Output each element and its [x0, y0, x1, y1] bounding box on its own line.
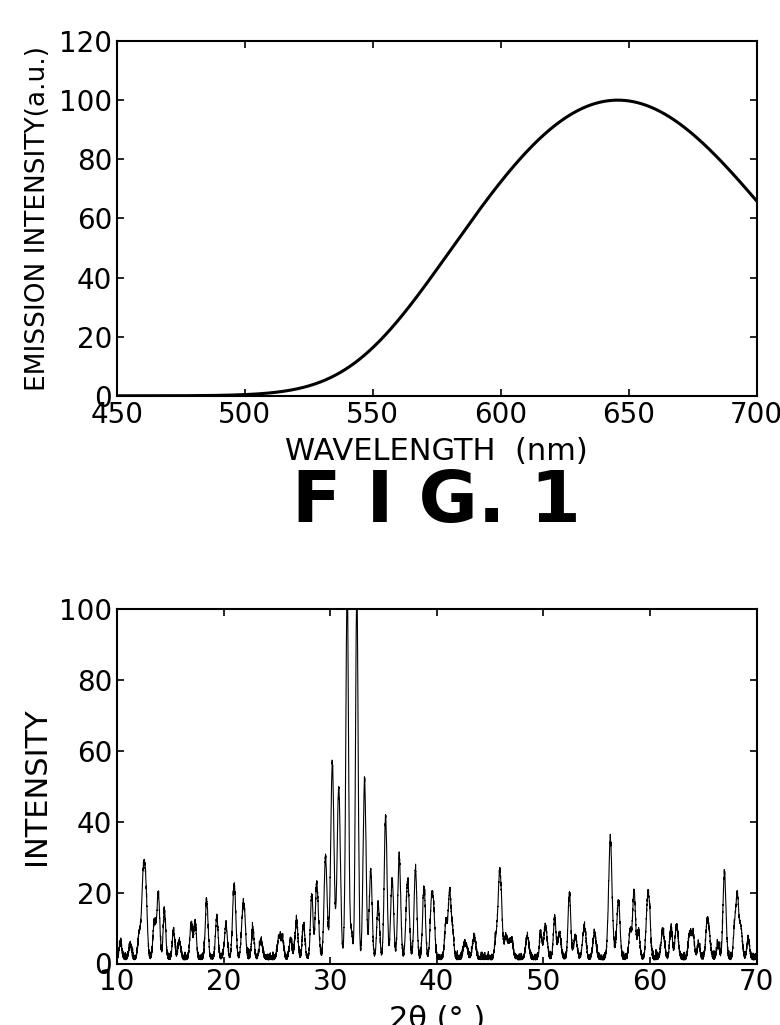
- Y-axis label: INTENSITY: INTENSITY: [22, 707, 51, 865]
- X-axis label: WAVELENGTH  (nm): WAVELENGTH (nm): [285, 437, 588, 466]
- X-axis label: 2θ (° ): 2θ (° ): [388, 1004, 485, 1025]
- Text: F I G. 1: F I G. 1: [292, 467, 581, 537]
- Y-axis label: EMISSION INTENSITY(a.u.): EMISSION INTENSITY(a.u.): [25, 46, 51, 391]
